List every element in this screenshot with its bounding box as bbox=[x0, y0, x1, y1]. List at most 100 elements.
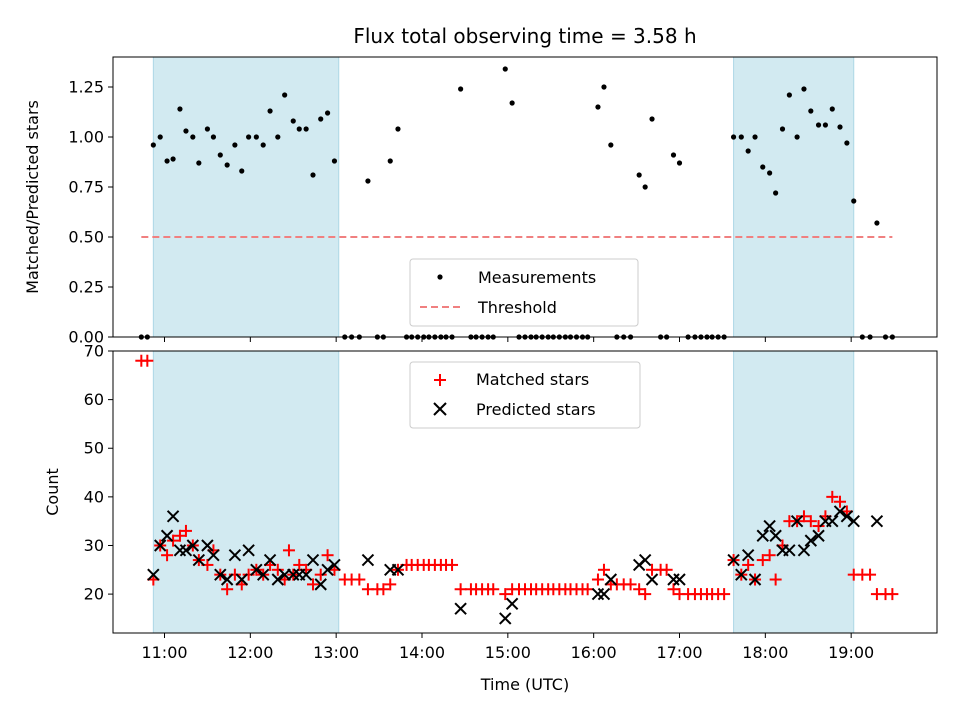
predicted-star-point bbox=[790, 514, 804, 528]
top-ytick-label: 0.75 bbox=[68, 178, 104, 197]
bottom-xtick-label: 19:00 bbox=[828, 643, 874, 662]
matched-star-point bbox=[487, 583, 500, 596]
predicted-star-point bbox=[812, 529, 825, 542]
measurement-point bbox=[324, 110, 331, 116]
bottom-xtick-label: 11:00 bbox=[141, 643, 187, 662]
predicted-star-point bbox=[235, 573, 248, 586]
bottom-legend: Matched stars Predicted stars bbox=[409, 361, 641, 429]
predicted-star-point bbox=[673, 573, 686, 586]
bottom-x-axis-label: Time (UTC) bbox=[480, 675, 569, 694]
measurement-point bbox=[177, 106, 183, 112]
predicted-star-point bbox=[201, 539, 214, 552]
matched-star-point bbox=[221, 583, 234, 596]
measurement-point bbox=[204, 126, 211, 132]
matched-star-point bbox=[271, 563, 284, 576]
predicted-star-point bbox=[250, 563, 263, 577]
matched-star-point bbox=[834, 495, 847, 508]
bottom-shaded-intervals bbox=[152, 351, 855, 633]
measurement-point bbox=[851, 198, 857, 204]
bottom-shade-1 bbox=[733, 351, 854, 633]
predicted-star-point bbox=[321, 563, 334, 577]
predicted-star-point bbox=[804, 534, 818, 547]
predicted-star-point bbox=[328, 558, 341, 572]
predicted-star-point bbox=[314, 578, 327, 591]
top-y-axis-ticks: 0.00 0.25 0.50 0.75 1.00 1.25 bbox=[68, 78, 113, 347]
measurement-point bbox=[752, 134, 758, 140]
measurement-point bbox=[767, 170, 773, 176]
measurement-point bbox=[786, 92, 792, 98]
measurement-point bbox=[267, 108, 273, 114]
legend-threshold-label: Threshold bbox=[477, 298, 557, 317]
matched-star-point bbox=[769, 573, 782, 586]
legend-measurements-marker bbox=[437, 274, 443, 280]
bottom-ytick-label: 50 bbox=[84, 439, 104, 458]
matched-star-point bbox=[763, 549, 776, 562]
top-x-axis-ticks bbox=[164, 337, 852, 342]
predicted-star-point bbox=[769, 529, 782, 542]
matched-star-point bbox=[353, 573, 366, 586]
top-y-axis-label: Matched/Predicted stars bbox=[23, 100, 42, 294]
measurement-point bbox=[745, 148, 751, 154]
top-shaded-intervals bbox=[152, 57, 855, 337]
predicted-star-point bbox=[763, 519, 776, 533]
top-plot-frame bbox=[112, 56, 938, 338]
measurement-point bbox=[822, 122, 829, 128]
bottom-y-axis-ticks: 20 30 40 50 60 70 bbox=[84, 342, 113, 604]
measurement-point bbox=[738, 134, 744, 140]
predicted-star-point bbox=[645, 573, 659, 586]
measurement-point bbox=[636, 172, 642, 178]
matched-star-point bbox=[624, 578, 637, 591]
top-chart-title: Flux total observing time = 3.58 h bbox=[353, 24, 696, 48]
measurement-point bbox=[601, 84, 607, 90]
measurement-point bbox=[239, 168, 245, 174]
top-ytick-label: 1.25 bbox=[68, 78, 104, 97]
matched-star-point bbox=[179, 524, 192, 537]
predicted-star-point bbox=[147, 568, 160, 581]
bottom-count-points bbox=[135, 354, 899, 625]
measurement-point bbox=[224, 162, 230, 168]
top-ytick-label: 0.00 bbox=[68, 328, 104, 347]
matched-star-point bbox=[864, 568, 877, 581]
matched-star-point bbox=[756, 554, 769, 567]
predicted-star-point bbox=[499, 612, 512, 625]
matched-star-point bbox=[161, 549, 174, 562]
predicted-star-point bbox=[299, 568, 313, 581]
measurement-point bbox=[303, 126, 309, 132]
measurement-point bbox=[157, 134, 163, 140]
predicted-star-point bbox=[166, 510, 180, 523]
legend-matched-label: Matched stars bbox=[476, 370, 589, 389]
predicted-star-point bbox=[505, 597, 519, 611]
measurement-point bbox=[509, 100, 515, 106]
predicted-star-point bbox=[454, 602, 467, 615]
predicted-star-point bbox=[179, 544, 193, 557]
predicted-star-point bbox=[214, 568, 227, 581]
matched-star-point bbox=[141, 354, 154, 367]
measurement-point bbox=[170, 156, 176, 162]
measurement-point bbox=[844, 140, 850, 146]
measurement-point bbox=[310, 172, 316, 178]
measurement-point bbox=[260, 142, 266, 148]
measurement-point bbox=[458, 86, 464, 92]
top-ytick-label: 0.25 bbox=[68, 278, 104, 297]
top-legend-box bbox=[409, 258, 639, 327]
measurement-point bbox=[815, 122, 822, 128]
legend-matched-marker bbox=[434, 374, 446, 386]
predicted-star-point bbox=[154, 539, 167, 552]
predicted-star-point bbox=[840, 510, 854, 523]
predicted-star-point bbox=[228, 548, 242, 562]
predicted-star-point bbox=[271, 573, 285, 586]
predicted-star-point bbox=[783, 544, 796, 557]
bottom-xtick-label: 14:00 bbox=[399, 643, 445, 662]
predicted-star-point bbox=[361, 553, 375, 567]
top-measurement-points bbox=[138, 66, 895, 340]
measurement-point bbox=[275, 134, 281, 140]
predicted-star-point bbox=[186, 539, 200, 552]
bottom-xtick-label: 13:00 bbox=[313, 643, 359, 662]
measurement-point bbox=[246, 134, 252, 140]
predicted-star-point bbox=[207, 548, 220, 562]
matched-star-point bbox=[499, 588, 512, 601]
legend-predicted-label: Predicted stars bbox=[476, 400, 596, 419]
matched-star-point bbox=[812, 520, 825, 533]
measurement-point bbox=[365, 178, 371, 184]
